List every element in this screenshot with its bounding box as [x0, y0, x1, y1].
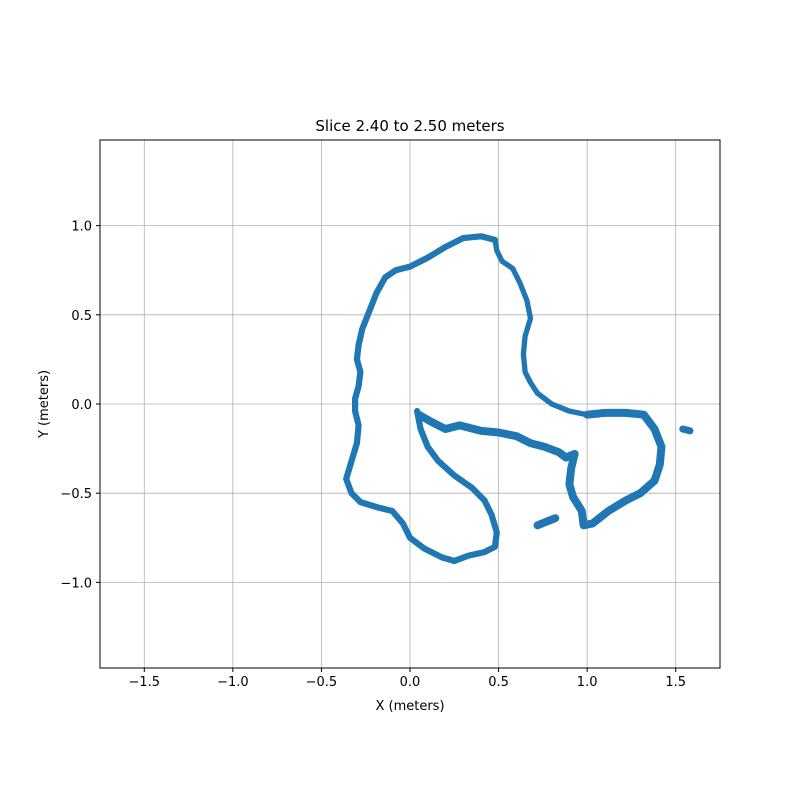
grid-layer — [100, 140, 720, 668]
y-axis-label: Y (meters) — [37, 370, 52, 439]
x-tick-label: 1.5 — [665, 675, 686, 690]
y-tick-label: −1.0 — [60, 576, 92, 591]
y-tick-label: −0.5 — [60, 487, 92, 502]
data-point-cluster — [492, 237, 590, 418]
x-axis-label: X (meters) — [375, 699, 444, 714]
tick-layer: −1.5 −1.0 −0.5 0.0 0.5 1.0 1.5 1.0 0.5 0.0 −0.5 −1.… — [60, 220, 686, 690]
x-tick-label: −1.5 — [128, 675, 160, 690]
data-point-cluster — [343, 233, 500, 565]
y-tick-label: 1.0 — [71, 220, 92, 235]
y-tick-label: 0.0 — [71, 398, 92, 413]
data-point-cluster — [533, 514, 560, 530]
y-tick-label: 0.5 — [71, 309, 92, 324]
chart-title: Slice 2.40 to 2.50 meters — [315, 117, 504, 135]
x-tick-label: −0.5 — [306, 675, 338, 690]
data-point-cluster — [414, 408, 666, 530]
x-tick-label: 0.5 — [488, 675, 509, 690]
data-point-cluster — [679, 425, 694, 435]
x-tick-label: −1.0 — [217, 675, 249, 690]
data-layer — [343, 233, 694, 565]
x-tick-label: 0.0 — [400, 675, 421, 690]
x-tick-label: 1.0 — [577, 675, 598, 690]
